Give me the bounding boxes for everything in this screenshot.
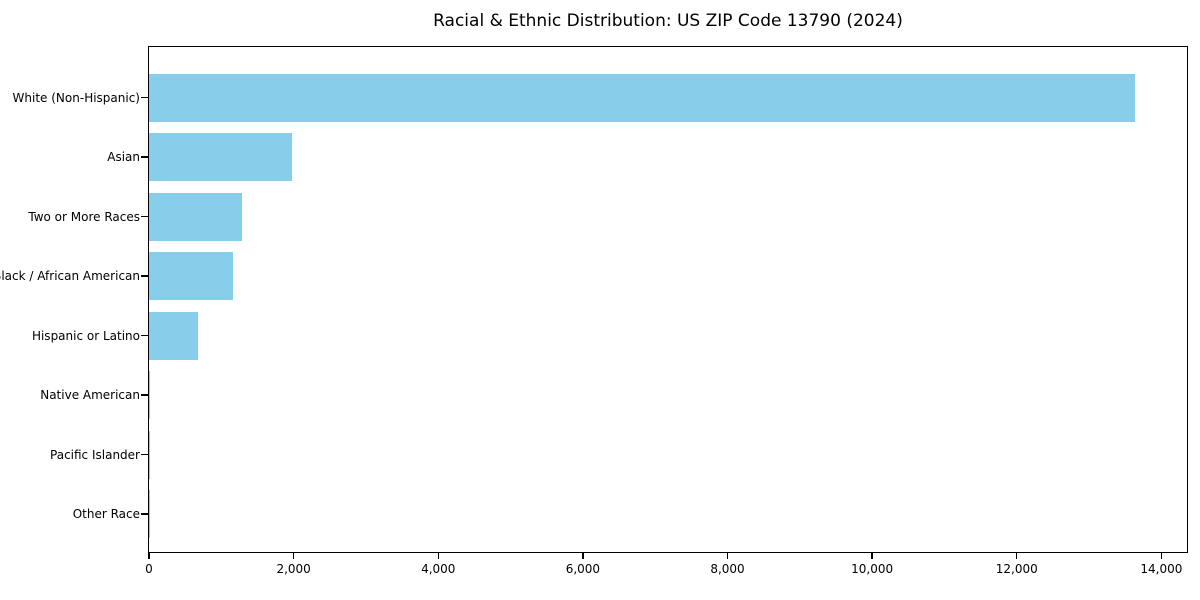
x-tick-6,000 — [582, 552, 584, 559]
y-tick-white-non-hispanic — [141, 96, 148, 99]
x-tick-4,000 — [437, 552, 439, 559]
x-tick-label-12,000: 12,000 — [995, 562, 1038, 576]
category-label-pacific-islander: Pacific Islander — [50, 447, 140, 462]
x-tick-label-14,000: 14,000 — [1140, 562, 1183, 576]
bar-other-race — [149, 490, 150, 538]
category-label-other-race: Other Race — [72, 507, 140, 521]
chart-title: Racial & Ethnic Distribution: US ZIP Cod… — [433, 11, 903, 31]
category-label-black-african-american: Black / African American — [0, 269, 140, 283]
bar-two-or-more-races — [149, 192, 243, 241]
x-tick-label-4,000: 4,000 — [421, 562, 456, 576]
y-tick-black-african-american — [141, 275, 148, 277]
x-tick-label-10,000: 10,000 — [851, 562, 894, 576]
category-label-white-non-hispanic: White (Non-Hispanic) — [12, 90, 140, 105]
category-label-native-american: Native American — [40, 388, 140, 402]
y-tick-asian — [141, 156, 148, 158]
y-tick-pacific-islander — [141, 453, 148, 456]
bar-white-non-hispanic — [149, 73, 1136, 122]
category-label-hispanic-or-latino: Hispanic or Latino — [31, 328, 140, 343]
bar-black-african-american — [149, 252, 234, 300]
category-label-asian: Asian — [107, 150, 140, 164]
x-tick-label-0: 0 — [145, 562, 153, 576]
y-tick-hispanic-or-latino — [141, 334, 148, 337]
y-tick-native-american — [141, 394, 148, 396]
x-tick-0 — [148, 552, 150, 559]
x-tick-2,000 — [292, 552, 295, 559]
plot-area: White (Non-Hispanic) Asian Two or More Rac… — [0, 46, 1188, 576]
y-tick-other-race — [141, 513, 148, 515]
x-tick-label-2,000: 2,000 — [276, 562, 311, 576]
category-label-two-or-more-races: Two or More Races — [28, 209, 140, 224]
bar-native-american — [149, 371, 151, 419]
x-tick-12,000 — [1016, 552, 1018, 559]
y-tick-two-or-more-races — [141, 215, 148, 218]
bar-asian — [149, 133, 293, 181]
x-tick-14,000 — [1160, 552, 1163, 559]
x-tick-10,000 — [871, 552, 873, 559]
bar-hispanic-or-latino — [149, 311, 199, 360]
x-tick-8,000 — [726, 552, 729, 559]
x-tick-label-8,000: 8,000 — [710, 562, 745, 576]
x-tick-label-6,000: 6,000 — [565, 562, 601, 576]
